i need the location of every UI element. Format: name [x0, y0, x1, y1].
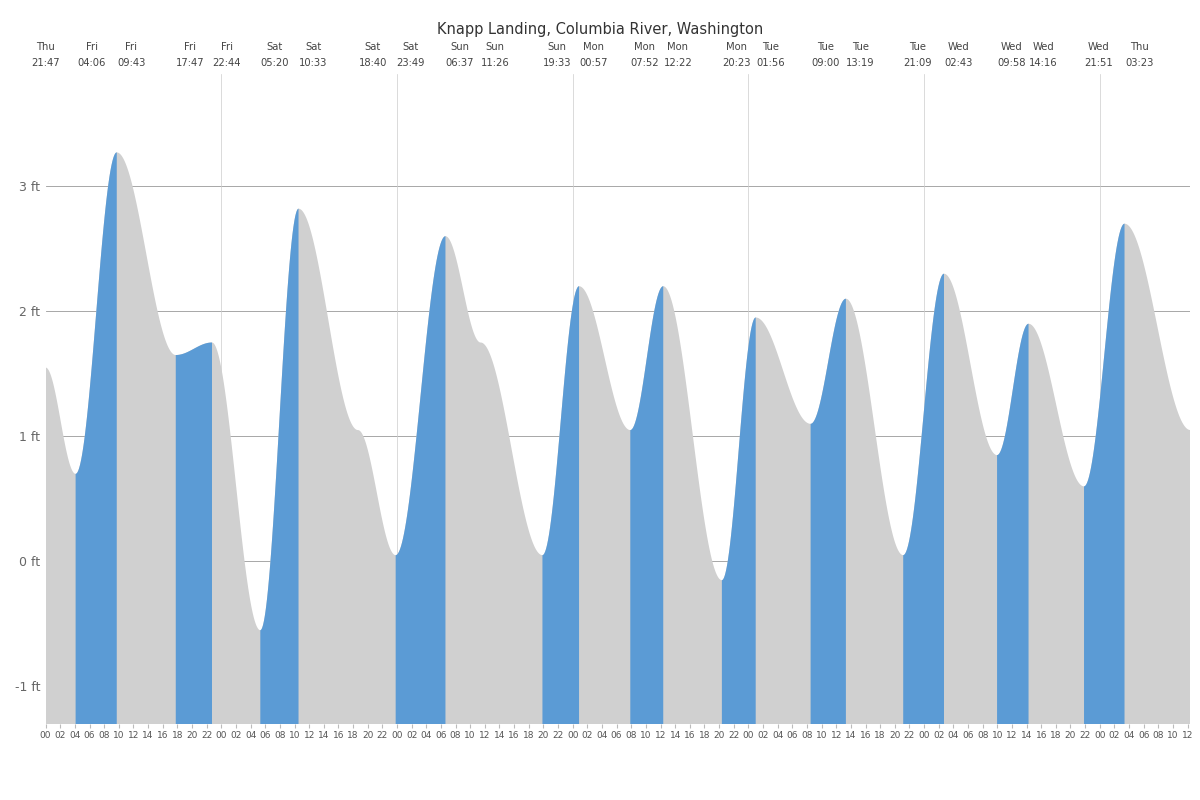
Text: 18:40: 18:40 — [359, 58, 386, 67]
Text: Wed: Wed — [1087, 42, 1110, 51]
Text: Sun: Sun — [486, 42, 505, 51]
Text: 10:33: 10:33 — [299, 58, 328, 67]
Text: Sat: Sat — [402, 42, 419, 51]
Text: 09:00: 09:00 — [811, 58, 840, 67]
Text: Wed: Wed — [1032, 42, 1054, 51]
Text: 17:47: 17:47 — [176, 58, 205, 67]
Text: 13:19: 13:19 — [846, 58, 875, 67]
Text: Knapp Landing, Columbia River, Washington: Knapp Landing, Columbia River, Washingto… — [437, 22, 763, 38]
Text: 00:57: 00:57 — [580, 58, 608, 67]
Text: Fri: Fri — [125, 42, 137, 51]
Text: 03:23: 03:23 — [1124, 58, 1153, 67]
Text: 22:44: 22:44 — [212, 58, 241, 67]
Text: 21:51: 21:51 — [1085, 58, 1114, 67]
Text: 14:16: 14:16 — [1028, 58, 1057, 67]
Text: Fri: Fri — [221, 42, 233, 51]
Text: Fri: Fri — [185, 42, 197, 51]
Text: Sun: Sun — [547, 42, 566, 51]
Text: Tue: Tue — [762, 42, 779, 51]
Text: Mon: Mon — [583, 42, 604, 51]
Text: Sat: Sat — [266, 42, 283, 51]
Text: Sun: Sun — [450, 42, 469, 51]
Text: 01:56: 01:56 — [756, 58, 785, 67]
Text: 11:26: 11:26 — [481, 58, 510, 67]
Text: Mon: Mon — [667, 42, 689, 51]
Text: 04:06: 04:06 — [78, 58, 106, 67]
Text: Sat: Sat — [365, 42, 380, 51]
Text: Thu: Thu — [36, 42, 55, 51]
Text: 06:37: 06:37 — [446, 58, 474, 67]
Text: 20:23: 20:23 — [722, 58, 751, 67]
Text: 19:33: 19:33 — [542, 58, 571, 67]
Text: Tue: Tue — [852, 42, 869, 51]
Text: Mon: Mon — [726, 42, 748, 51]
Text: 05:20: 05:20 — [260, 58, 289, 67]
Text: Wed: Wed — [1001, 42, 1022, 51]
Text: Thu: Thu — [1129, 42, 1148, 51]
Text: Sat: Sat — [305, 42, 322, 51]
Text: 02:43: 02:43 — [944, 58, 973, 67]
Text: 23:49: 23:49 — [396, 58, 425, 67]
Text: Tue: Tue — [910, 42, 926, 51]
Text: Fri: Fri — [86, 42, 98, 51]
Text: Wed: Wed — [948, 42, 970, 51]
Text: 12:22: 12:22 — [664, 58, 692, 67]
Text: 09:58: 09:58 — [997, 58, 1026, 67]
Text: Mon: Mon — [635, 42, 655, 51]
Text: 21:47: 21:47 — [31, 58, 60, 67]
Text: 07:52: 07:52 — [631, 58, 659, 67]
Text: 21:09: 21:09 — [904, 58, 932, 67]
Text: Tue: Tue — [817, 42, 834, 51]
Text: 09:43: 09:43 — [118, 58, 145, 67]
